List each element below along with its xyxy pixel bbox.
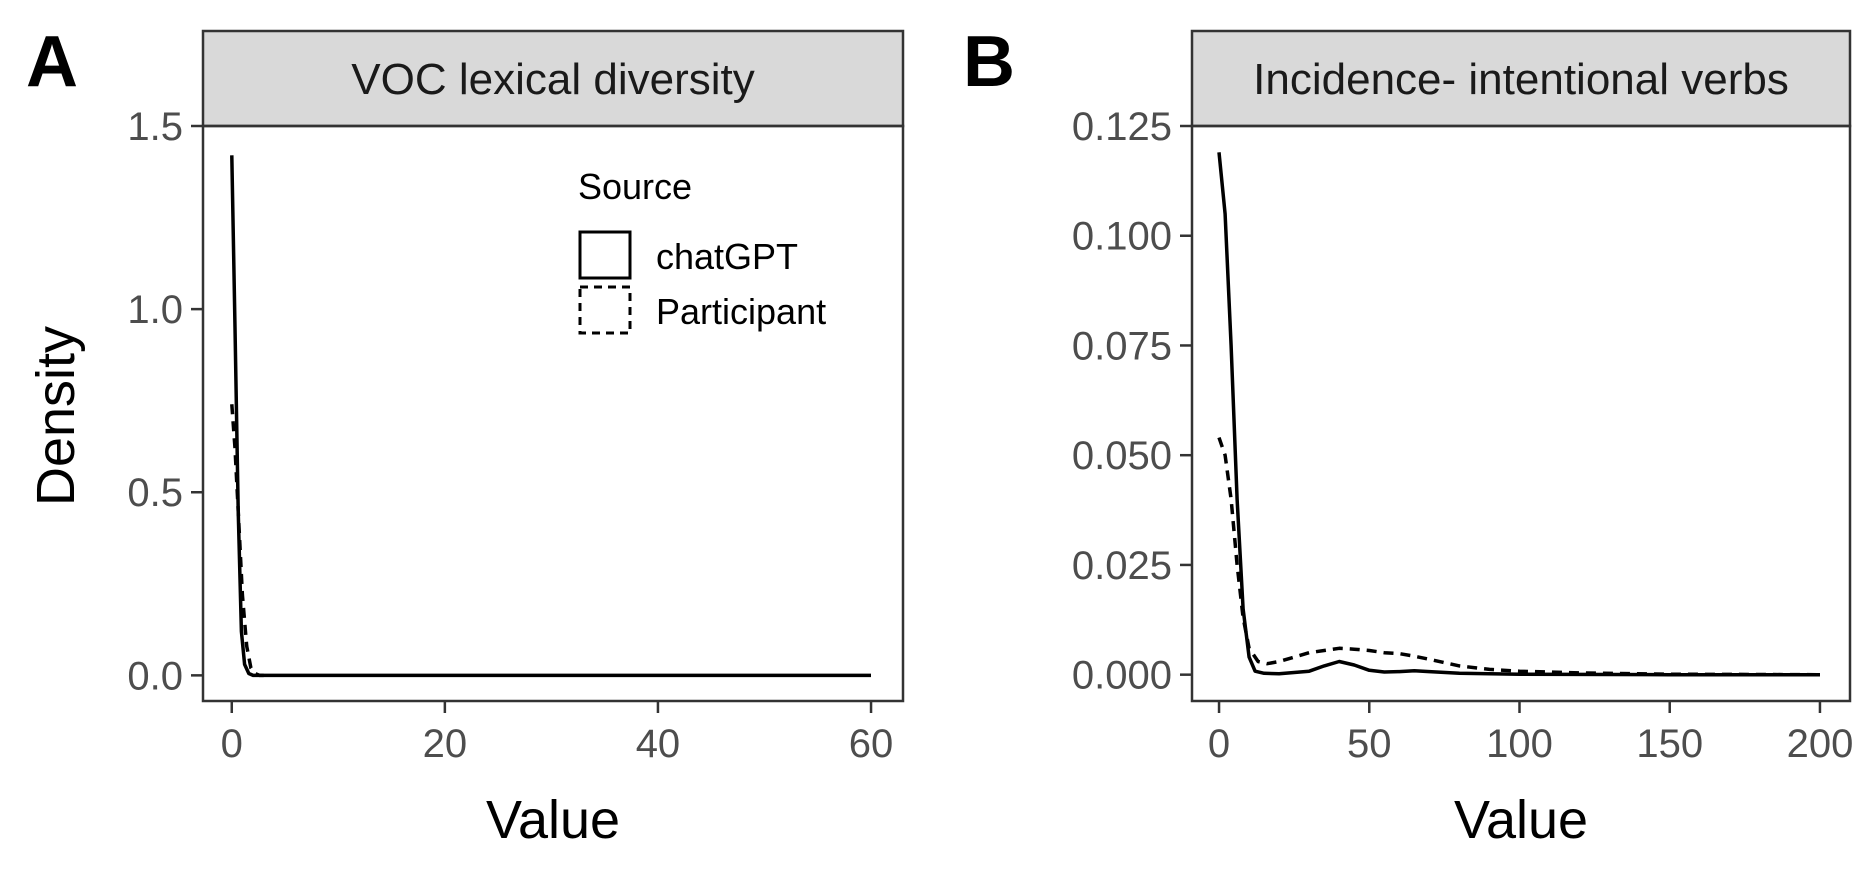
- panel-b-y-tick-label: 0.100: [1072, 215, 1172, 259]
- panel-a-y-tick-label: 0.0: [127, 654, 183, 698]
- panel-b-strip: [1190, 29, 1852, 128]
- panel-a-series: [230, 155, 871, 678]
- panel-b-x-tick-label: 150: [1636, 722, 1703, 766]
- panel-a-plot-area: [201, 124, 905, 703]
- legend-key-participant: [578, 285, 632, 335]
- panel-b-x-ticks: 0 50 100 150 200: [1208, 701, 1853, 766]
- panel-a-series-participant-line: [230, 404, 264, 678]
- panel-b-x-tick-label: 200: [1787, 722, 1854, 766]
- panel-a-x-ticks: 0 20 40 60: [221, 701, 894, 766]
- panel-b-x-axis-title: Value: [1454, 790, 1588, 850]
- panel-a-y-ticks: 0.0 0.5 1.0 1.5: [127, 105, 203, 698]
- panel-b-y-tick-label: 0.025: [1072, 544, 1172, 588]
- panel-b: B Incidence- intentional verbs 0 50 100 150…: [963, 22, 1853, 850]
- panel-b-series-chatgpt-line: [1217, 152, 1820, 677]
- panel-a-x-tick-label: 40: [636, 722, 681, 766]
- panel-b-x-tick-label: 50: [1347, 722, 1392, 766]
- legend-label-chatgpt: chatGPT: [656, 236, 798, 277]
- panel-b-y-ticks: 0.000 0.025 0.050 0.075 0.100 0.125: [1072, 105, 1192, 698]
- panel-a-letter: A: [26, 22, 78, 102]
- legend-title: Source: [578, 166, 692, 207]
- panel-a-series-chatgpt-line: [230, 155, 871, 678]
- panel-b-plot-area: [1190, 124, 1852, 703]
- panel-a-strip: [201, 29, 905, 128]
- panel-b-y-tick-label: 0.075: [1072, 324, 1172, 368]
- panel-b-letter: B: [963, 22, 1015, 102]
- panel-b-series: [1217, 152, 1821, 677]
- panel-b-series-participant-line: [1217, 437, 1821, 677]
- panel-a: A VOC lexical diversity 0 20 40 60 0.0 0.5 1.…: [26, 22, 905, 850]
- legend: Source chatGPT Participant: [578, 166, 826, 335]
- legend-label-participant: Participant: [656, 291, 826, 332]
- legend-key-chatgpt: [578, 230, 632, 280]
- y-axis-title: Density: [26, 326, 86, 506]
- panel-a-x-tick-label: 20: [423, 722, 468, 766]
- panel-b-title: Incidence- intentional verbs: [1253, 55, 1789, 104]
- panel-a-x-tick-label: 60: [849, 722, 894, 766]
- panel-a-y-tick-label: 1.5: [127, 105, 183, 149]
- panel-a-y-tick-label: 0.5: [127, 471, 183, 515]
- panel-a-x-axis-title: Value: [486, 790, 620, 850]
- panel-b-x-tick-label: 0: [1208, 722, 1230, 766]
- panel-b-y-tick-label: 0.050: [1072, 434, 1172, 478]
- panel-b-x-tick-label: 100: [1486, 722, 1553, 766]
- panel-b-y-tick-label: 0.000: [1072, 654, 1172, 698]
- panel-a-title: VOC lexical diversity: [351, 55, 754, 104]
- panel-a-x-tick-label: 0: [221, 722, 243, 766]
- panel-a-y-tick-label: 1.0: [127, 288, 183, 332]
- panel-b-y-tick-label: 0.125: [1072, 105, 1172, 149]
